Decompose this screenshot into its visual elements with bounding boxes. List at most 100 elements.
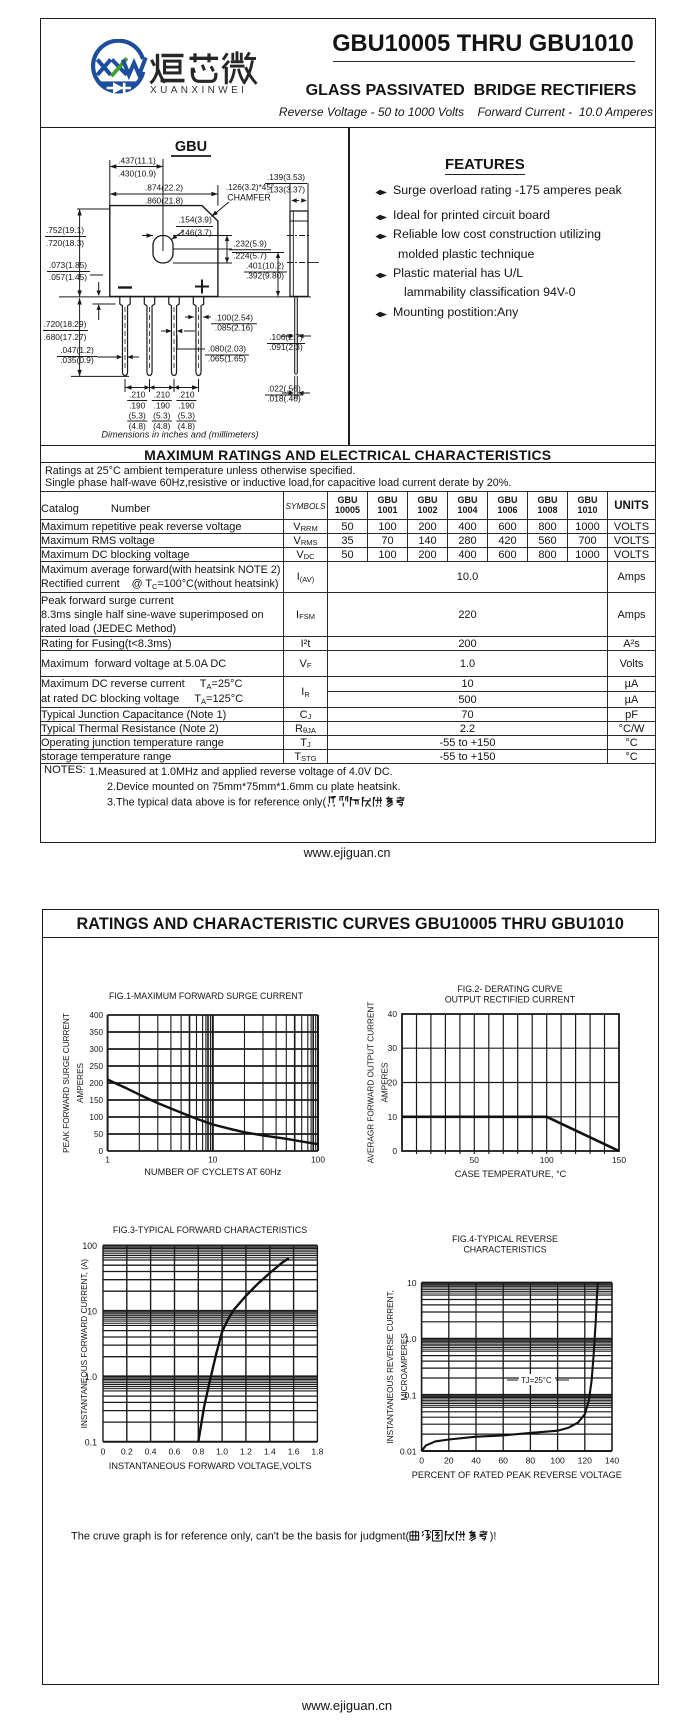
svg-text:0: 0 [101, 1447, 106, 1457]
svg-text:.210: .210 [178, 390, 195, 400]
svg-text:100: 100 [83, 1241, 98, 1251]
svg-text:INSTANTANEOUS FORWARD CURRENT,: INSTANTANEOUS FORWARD CURRENT, (A) [80, 1259, 89, 1429]
svg-text:0: 0 [99, 1147, 104, 1156]
svg-text:INSTANTANEOUS REVERSE CURRENT,: INSTANTANEOUS REVERSE CURRENT, [386, 1290, 395, 1443]
svg-text:CASE TEMPERATURE, °C: CASE TEMPERATURE, °C [455, 1169, 567, 1179]
svg-text:.232(5.9): .232(5.9) [233, 239, 267, 249]
svg-text:1.8: 1.8 [312, 1447, 324, 1457]
svg-text:.190: .190 [178, 401, 195, 411]
svg-text:10: 10 [407, 1278, 417, 1288]
svg-text:200: 200 [90, 1079, 104, 1088]
svg-text:NUMBER OF CYCLETS AT 60Hz: NUMBER OF CYCLETS AT 60Hz [145, 1167, 282, 1177]
svg-text:40: 40 [388, 1009, 398, 1019]
svg-text:60: 60 [499, 1455, 509, 1465]
svg-text:FIG.3-TYPICAL FORWARD CHARACTE: FIG.3-TYPICAL FORWARD CHARACTERISTICS [113, 1225, 307, 1235]
svg-text:1.4: 1.4 [264, 1447, 276, 1457]
svg-text:0.4: 0.4 [145, 1447, 157, 1457]
svg-text:FIG.4-TYPICAL REVERSE: FIG.4-TYPICAL REVERSE [453, 1234, 559, 1244]
svg-text:.437(11.1): .437(11.1) [118, 156, 156, 166]
svg-text:.720(18.29): .720(18.29) [44, 319, 87, 329]
svg-text:.680(17.27): .680(17.27) [44, 332, 87, 342]
svg-text:350: 350 [90, 1028, 104, 1037]
svg-text:20: 20 [388, 1077, 398, 1087]
svg-text:.057(1.45): .057(1.45) [49, 272, 87, 282]
svg-text:PEAK FORWARD SURGE CURRENT: PEAK FORWARD SURGE CURRENT [62, 1013, 71, 1153]
svg-text:250: 250 [90, 1062, 104, 1071]
svg-text:0: 0 [393, 1146, 398, 1156]
svg-text:0.6: 0.6 [169, 1447, 181, 1457]
svg-text:.106(2.7): .106(2.7) [269, 332, 303, 342]
svg-text:80: 80 [526, 1455, 536, 1465]
svg-text:.080(2.03): .080(2.03) [208, 344, 246, 354]
svg-text:GBU: GBU [175, 139, 207, 155]
svg-text:1.0: 1.0 [85, 1372, 97, 1382]
svg-text:(5.3): (5.3) [129, 411, 146, 421]
svg-text:OUTPUT RECTIFIED CURRENT: OUTPUT RECTIFIED CURRENT [445, 994, 576, 1004]
svg-text:0.1: 0.1 [85, 1438, 97, 1448]
svg-text:100: 100 [551, 1455, 566, 1465]
svg-text:(5.3): (5.3) [153, 411, 170, 421]
svg-text:0: 0 [420, 1455, 425, 1465]
svg-text:10: 10 [88, 1307, 98, 1317]
svg-text:30: 30 [388, 1043, 398, 1053]
svg-text:.035(0.9): .035(0.9) [60, 355, 94, 365]
svg-text:.190: .190 [129, 401, 146, 411]
svg-text:.401(10.2): .401(10.2) [246, 261, 284, 271]
svg-text:CHARACTERISTICS: CHARACTERISTICS [464, 1244, 547, 1254]
svg-text:.860(21.8): .860(21.8) [145, 196, 183, 206]
svg-text:40: 40 [472, 1455, 482, 1465]
svg-text:50: 50 [470, 1155, 480, 1165]
svg-text:(5.3): (5.3) [178, 411, 195, 421]
svg-text:.073(1.85): .073(1.85) [49, 260, 87, 270]
svg-text:1.0: 1.0 [405, 1334, 417, 1344]
svg-text:.126(3.2)*45°: .126(3.2)*45° [226, 183, 274, 192]
svg-text:150: 150 [612, 1155, 626, 1165]
svg-text:100: 100 [540, 1155, 554, 1165]
svg-text:(4.8): (4.8) [129, 421, 146, 431]
svg-text:1.2: 1.2 [240, 1447, 252, 1457]
svg-text:10: 10 [209, 1154, 219, 1164]
svg-text:50: 50 [94, 1130, 104, 1139]
svg-text:XUANXINWEI: XUANXINWEI [150, 85, 247, 96]
svg-text:INSTANTANEOUS FORWARD VOLTAGE,: INSTANTANEOUS FORWARD VOLTAGE,VOLTS [109, 1461, 312, 1471]
svg-text:(4.8): (4.8) [178, 421, 195, 431]
svg-text:1.6: 1.6 [288, 1447, 300, 1457]
svg-text:120: 120 [578, 1455, 593, 1465]
svg-text:400: 400 [90, 1011, 104, 1020]
svg-text:0.2: 0.2 [121, 1447, 133, 1457]
svg-text:.720(18.3): .720(18.3) [46, 238, 84, 248]
svg-text:.430(10.9): .430(10.9) [118, 169, 156, 179]
svg-text:.752(19.1): .752(19.1) [46, 225, 84, 235]
svg-text:.018(.46): .018(.46) [267, 394, 301, 404]
svg-text:.146(3.7): .146(3.7) [178, 228, 212, 238]
svg-text:.100(2.54): .100(2.54) [215, 313, 253, 323]
svg-text:20: 20 [444, 1455, 454, 1465]
svg-text:AMPERES: AMPERES [381, 1062, 390, 1103]
svg-text:AVERAGR FORWARD OUTPUT CURRENT: AVERAGR FORWARD OUTPUT CURRENT [367, 1002, 376, 1164]
svg-text:10: 10 [388, 1112, 398, 1122]
svg-text:100: 100 [90, 1113, 104, 1122]
svg-text:PERCENT OF RATED PEAK REVERSE: PERCENT OF RATED PEAK REVERSE VOLTAGE [412, 1470, 622, 1480]
svg-text:FIG.1-MAXIMUM FORWARD SURGE CU: FIG.1-MAXIMUM FORWARD SURGE CURRENT [109, 991, 304, 1001]
svg-text:MICROAMPERES: MICROAMPERES [400, 1332, 409, 1400]
svg-text:.874(22.2): .874(22.2) [145, 183, 183, 193]
svg-text:.210: .210 [154, 390, 171, 400]
svg-text:.065(1.65): .065(1.65) [208, 354, 246, 364]
svg-text:.210: .210 [129, 390, 146, 400]
svg-text:300: 300 [90, 1045, 104, 1054]
svg-text:1: 1 [106, 1154, 111, 1164]
svg-text:.091(2.3): .091(2.3) [269, 342, 303, 352]
svg-text:.085(2.16): .085(2.16) [215, 323, 253, 333]
svg-text:1.0: 1.0 [217, 1447, 229, 1457]
svg-text:.154(3.9): .154(3.9) [178, 215, 212, 225]
svg-text:.139(3.53): .139(3.53) [267, 172, 305, 182]
svg-text:AMPERES: AMPERES [76, 1062, 85, 1103]
svg-text:.224(5.7): .224(5.7) [233, 251, 267, 261]
svg-text:.133(3.37): .133(3.37) [267, 185, 305, 195]
svg-text:0.01: 0.01 [400, 1446, 417, 1456]
svg-text:(4.8): (4.8) [153, 421, 170, 431]
svg-text:140: 140 [605, 1455, 620, 1465]
svg-text:Dimensions in inches and (mill: Dimensions in inches and (millimeters) [101, 430, 258, 440]
svg-text:CHAMFER: CHAMFER [227, 193, 271, 203]
svg-text:TJ=25°C: TJ=25°C [521, 1376, 552, 1385]
